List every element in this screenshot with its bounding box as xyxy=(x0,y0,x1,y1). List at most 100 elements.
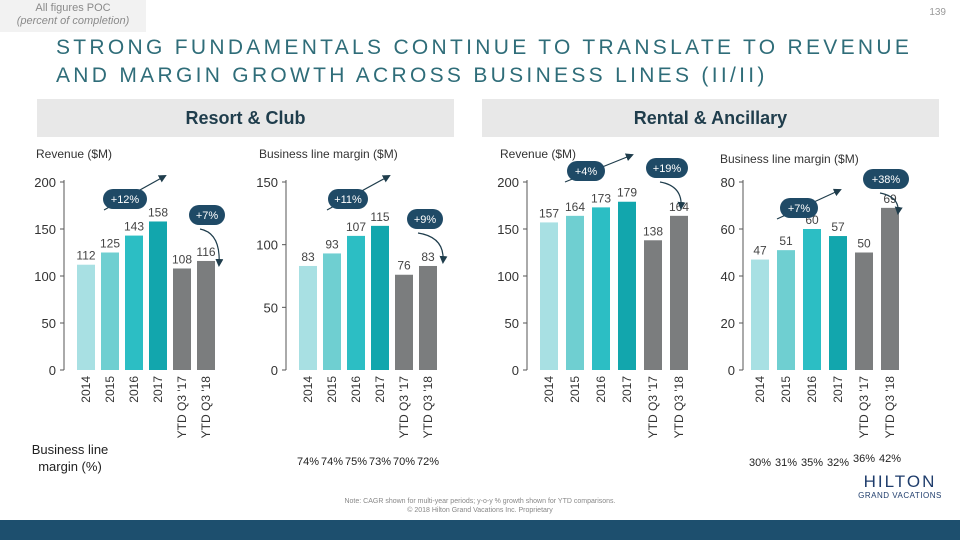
bar xyxy=(644,240,662,370)
margin-pct-label: 35% xyxy=(801,457,823,469)
growth-bubble xyxy=(407,209,443,229)
x-tick-label: 2014 xyxy=(301,376,315,403)
y-tick-label: 200 xyxy=(497,175,519,190)
bar xyxy=(670,215,688,370)
bar xyxy=(173,268,191,370)
x-tick-label: 2017 xyxy=(620,376,634,403)
x-tick-label: YTD Q3 '18 xyxy=(421,376,435,439)
bar xyxy=(323,253,341,370)
x-tick-label: 2015 xyxy=(568,376,582,403)
x-tick-label: 2015 xyxy=(779,376,793,403)
x-tick-label: 2014 xyxy=(753,376,767,403)
copyright: © 2018 Hilton Grand Vacations Inc. Propr… xyxy=(407,507,553,514)
section-header-rental-ancillary: Rental & Ancillary xyxy=(482,99,939,137)
margin-pct-label: 74% xyxy=(321,456,343,468)
y-tick-label: 150 xyxy=(497,222,519,237)
bar xyxy=(855,252,873,370)
poc-note-line1: All figures POC xyxy=(35,2,111,14)
data-label: 93 xyxy=(325,237,339,251)
y-tick-label: 50 xyxy=(505,316,519,331)
growth-bubble-label: +12% xyxy=(111,194,140,206)
y-tick-label: 150 xyxy=(256,175,278,190)
growth-bubble-label: +9% xyxy=(414,214,437,226)
brand-logo-line1: HILTON xyxy=(863,472,937,491)
y-tick-label: 100 xyxy=(34,269,56,284)
growth-bubble-label: +11% xyxy=(334,194,362,206)
poc-note-box: All figures POC (percent of completion) xyxy=(0,0,146,32)
margin-pct-label: 74% xyxy=(297,456,319,468)
data-label: 83 xyxy=(421,250,435,264)
margin-pct-label: 70% xyxy=(393,456,415,468)
footnote: Note: CAGR shown for multi-year periods;… xyxy=(344,498,616,505)
x-tick-label: 2016 xyxy=(594,376,608,403)
bar xyxy=(197,260,215,370)
y-axis-label: Business line margin ($M) xyxy=(720,152,859,166)
poc-note-line2: (percent of completion) xyxy=(16,15,130,27)
x-tick-label: 2016 xyxy=(349,376,363,403)
section-header-resort-club: Resort & Club xyxy=(37,99,454,137)
x-tick-label: 2017 xyxy=(831,376,845,403)
x-tick-label: 2015 xyxy=(325,376,339,403)
y-tick-label: 80 xyxy=(721,175,735,190)
y-tick-label: 150 xyxy=(34,222,56,237)
x-tick-label: YTD Q3 '17 xyxy=(175,376,189,439)
growth-bubble-label: +7% xyxy=(788,203,811,215)
x-tick-label: 2017 xyxy=(373,376,387,403)
growth-arrow xyxy=(659,181,686,210)
bar xyxy=(540,222,558,370)
x-tick-label: YTD Q3 '17 xyxy=(857,376,871,439)
x-tick-label: 2014 xyxy=(79,376,93,403)
margin-pct-label: 73% xyxy=(369,456,391,468)
data-label: 83 xyxy=(301,250,315,264)
bar xyxy=(829,236,847,370)
growth-arrow xyxy=(417,232,448,264)
bar xyxy=(371,225,389,370)
x-tick-label: YTD Q3 '18 xyxy=(883,376,897,439)
margin-pct-label: 42% xyxy=(879,453,901,465)
x-tick-label: 2017 xyxy=(151,376,165,403)
bar xyxy=(751,259,769,370)
y-tick-label: 0 xyxy=(49,363,56,378)
y-tick-label: 50 xyxy=(264,300,278,315)
data-label: 115 xyxy=(370,210,389,224)
bar xyxy=(566,215,584,370)
growth-bubble xyxy=(189,205,225,225)
y-tick-label: 200 xyxy=(34,175,56,190)
y-tick-label: 0 xyxy=(512,363,519,378)
y-tick-label: 100 xyxy=(497,269,519,284)
x-tick-label: YTD Q3 '17 xyxy=(397,376,411,439)
y-tick-label: 50 xyxy=(42,316,56,331)
data-label: 57 xyxy=(831,220,845,234)
bar xyxy=(101,252,119,370)
margin-pct-label: 32% xyxy=(827,457,849,469)
x-tick-label: 2016 xyxy=(805,376,819,403)
growth-bubble-label: +7% xyxy=(196,210,219,222)
x-tick-label: YTD Q3 '18 xyxy=(199,376,213,439)
margin-row-label: Business line margin (%) xyxy=(31,442,109,474)
data-label: 164 xyxy=(669,200,689,214)
y-tick-label: 0 xyxy=(271,363,278,378)
bar xyxy=(881,207,899,370)
y-tick-label: 0 xyxy=(728,363,735,378)
data-label: 125 xyxy=(100,237,120,251)
brand-logo: HILTON GRAND VACATIONS xyxy=(858,473,942,501)
bar xyxy=(347,235,365,370)
margin-pct-label: 31% xyxy=(775,457,797,469)
margin-pct-label: 75% xyxy=(345,456,367,468)
data-label: 51 xyxy=(779,234,793,248)
bar xyxy=(77,264,95,370)
data-label: 173 xyxy=(591,191,611,205)
bar xyxy=(419,265,437,370)
x-tick-label: 2014 xyxy=(542,376,556,403)
margin-pct-label: 36% xyxy=(853,453,875,465)
bar xyxy=(592,207,610,370)
page-number: 139 xyxy=(929,7,946,18)
y-axis-label: Business line margin ($M) xyxy=(259,147,398,161)
x-tick-label: 2015 xyxy=(103,376,117,403)
growth-bubble xyxy=(567,161,605,181)
growth-bubble xyxy=(103,189,147,209)
margin-pct-label: 30% xyxy=(749,457,771,469)
data-label: 179 xyxy=(617,186,637,200)
data-label: 157 xyxy=(539,206,559,220)
bottom-bar xyxy=(0,520,960,540)
